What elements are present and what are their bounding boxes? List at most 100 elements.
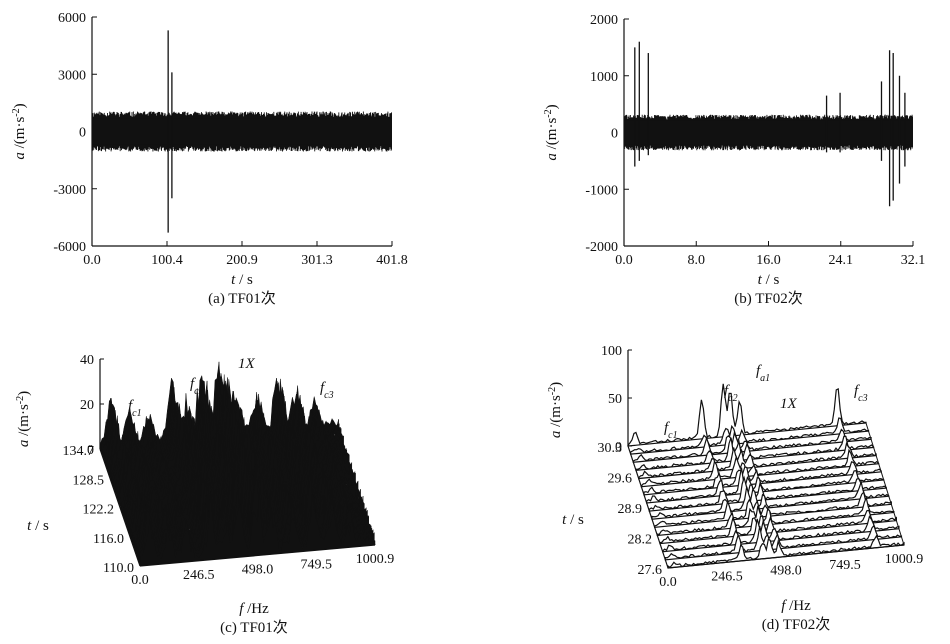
peak-annotation: fc3 [320,380,334,401]
y-tick-label: -2000 [585,240,618,255]
signal-band-core [92,118,392,145]
x-tick-label: 16.0 [756,253,781,268]
spectrum-trace [651,479,890,520]
freq-axis-line [667,544,905,569]
f-axis-label-unit: /Hz [785,598,811,614]
t-tick-label: 27.6 [638,563,663,578]
t-tick-label: 29.6 [608,472,633,487]
spectrum-trace [656,495,895,537]
peak-annotation: fc3 [854,383,868,404]
t-tick-label: 30.3 [598,441,623,456]
t-axis-label: t / s [27,518,49,534]
f-tick-label: 498.0 [770,564,802,579]
z-axis-label-var: a [16,440,32,448]
y-tick-label: 6000 [58,11,86,26]
y-tick-label: 0 [79,126,86,141]
y-axis-label-sup: -2 [543,109,554,117]
f-axis-label-var: f [781,598,787,614]
z-tick-label: 40 [80,353,94,368]
x-tick-label: 8.0 [688,253,706,268]
f-tick-label: 498.0 [242,563,274,578]
signal-band-core [624,120,913,145]
x-axis-label-var: t [758,272,763,288]
y-tick-label: 2000 [590,13,618,28]
x-tick-label: 0.0 [83,253,101,268]
y-axis-label-var: a [12,152,28,160]
spectrum-trace [635,435,875,472]
x-tick-label: 200.9 [226,253,258,268]
z-tick-label: 100 [601,344,622,359]
z-axis-label-close: ) [16,391,32,396]
floor-edge-right [337,427,376,546]
t-axis-label-var: t [27,518,32,534]
floor-edge-right [865,422,905,546]
annotation-sub: c2 [194,386,203,397]
annotation-sub: c1 [132,408,141,419]
f-axis-label-var: f [239,601,245,617]
peak-annotation: fc1 [664,420,678,441]
y-tick-label: 3000 [58,68,86,83]
z-tick-label: 0 [87,443,94,458]
y-tick-label: 0 [611,127,618,142]
t-tick-label: 122.2 [83,503,115,518]
f-axis-label-unit: /Hz [243,601,269,617]
z-axis-label-var: a [548,431,564,439]
spectrum-trace [638,442,877,480]
spectrum-trace [627,383,867,447]
annotation-text: 1X [780,396,798,412]
f-tick-label: 0.0 [659,575,677,590]
x-axis-label-unit: / s [762,272,780,288]
z-axis-label-unit: /(m·s [548,395,564,431]
t-tick-label: 116.0 [93,532,124,547]
peak-annotation: fc2 [724,383,738,404]
peak-annotation: fa1 [756,363,770,384]
panel-caption: (a) TF01次 [208,290,276,307]
freq-axis-line [139,544,376,567]
x-tick-label: 24.1 [829,253,854,268]
spectrum-trace [632,428,872,463]
t-tick-label: 128.5 [73,473,105,488]
x-tick-label: 301.3 [301,253,333,268]
f-tick-label: 749.5 [301,557,333,572]
y-axis-label-unit: /(m·s [544,118,560,154]
f-tick-label: 1000.9 [356,552,395,567]
annotation-sub: c2 [728,393,737,404]
t-axis-label-var: t [562,512,567,528]
spectrum-trace [648,475,887,512]
f-tick-label: 1000.9 [885,552,924,567]
peak-annotation: fc1 [128,398,142,419]
peak-annotation: fc2 [190,376,204,397]
y-axis-label-unit: /(m·s [12,117,28,153]
z-axis-label: a /(m·s-2) [547,382,565,438]
y-axis-label-sup: -2 [11,108,22,116]
t-tick-label: 28.9 [618,502,643,517]
y-axis-label-close: ) [544,104,560,109]
peak-annotation: 1X [780,396,798,412]
x-axis-label-var: t [231,272,236,288]
panel-d-waterfall: 100 50 0 0.0 246.5 498.0 749.5 1000.9 30.3 29.6 28… [547,344,924,633]
y-tick-label: 1000 [590,70,618,85]
t-axis-label: t / s [562,512,584,528]
z-tick-label: 0 [615,440,622,455]
f-tick-label: 749.5 [829,558,861,573]
spectrum-trace [640,448,880,488]
spectrum-trace [139,488,376,567]
annotation-text: 1X [238,356,256,372]
spectrum-trace [659,509,897,545]
annotation-sub: c3 [858,393,867,404]
z-axis-label-close: ) [548,382,564,387]
annotation-sub: a1 [760,373,770,384]
annotation-text: f [190,376,196,392]
x-axis-label: t / s [231,272,253,288]
z-tick-label: 20 [80,398,94,413]
spectrum-trace [646,467,885,504]
annotation-text: f [664,420,670,436]
y-axis-label: a /(m·s-2) [11,103,29,159]
x-axis-label-unit: / s [235,272,253,288]
z-axis-label-sup: -2 [547,387,558,395]
annotation-sub: c1 [668,430,677,441]
z-axis-label: a /(m·s-2) [15,391,33,447]
x-tick-label: 401.8 [376,253,408,268]
